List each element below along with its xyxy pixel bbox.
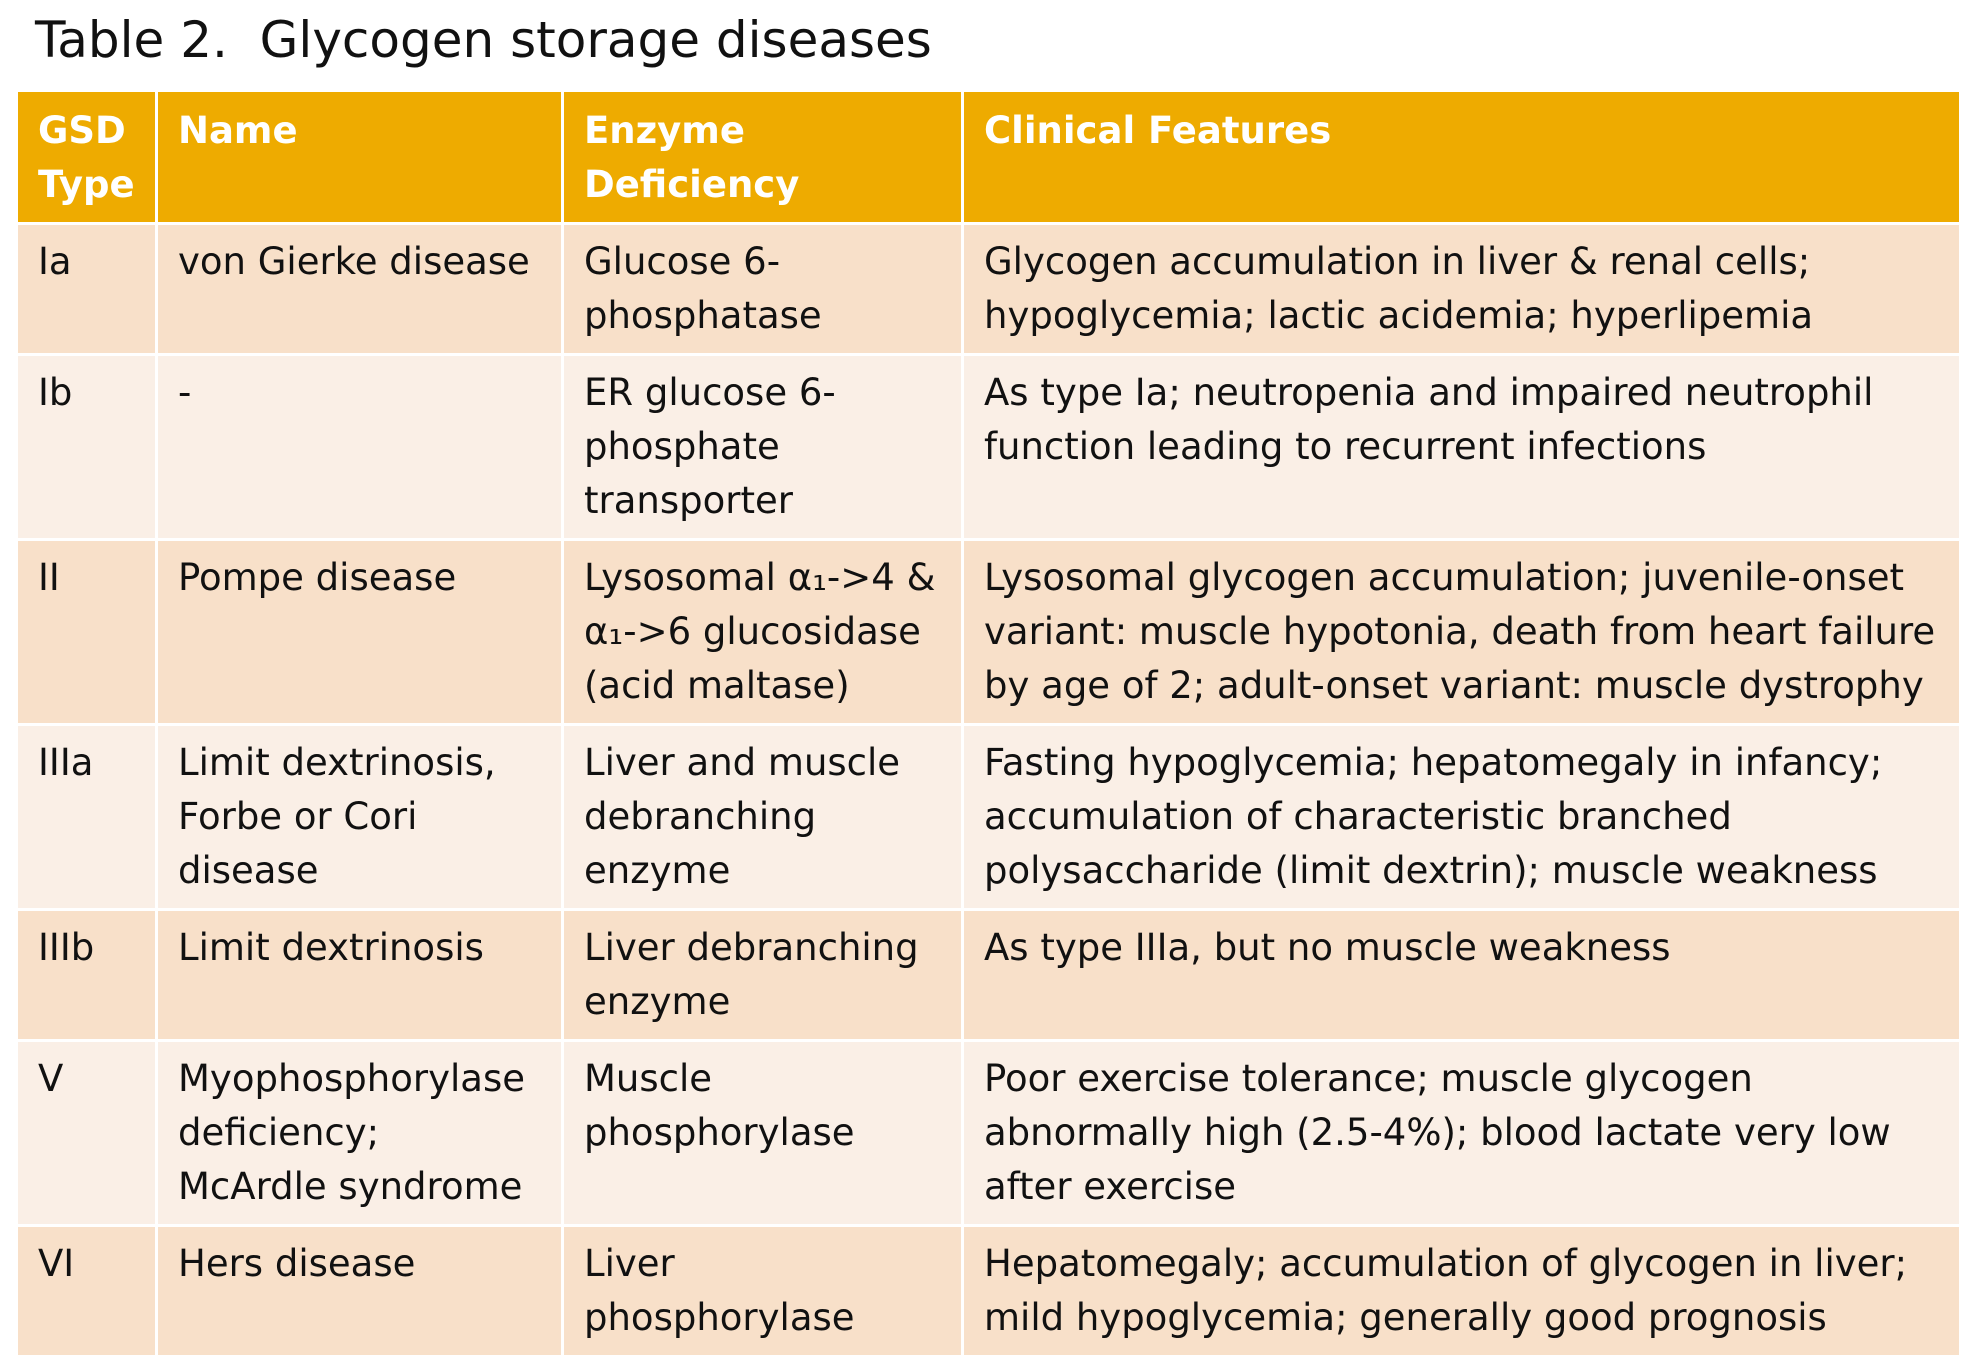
cell-line: Hepatomegaly; accumulation of glycogen i… [984,1242,1908,1285]
header-line: Name [178,109,298,152]
cell-line: phosphate [584,425,780,468]
cell-line: As type Ia; neutropenia and impaired neu… [984,371,1874,414]
cell-line: - [178,371,192,414]
cell-type: IIIa [15,723,158,911]
cell-line: Hers disease [178,1242,416,1285]
cell-line: Limit dextrinosis [178,926,484,969]
cell-line: Ib [38,371,73,414]
cell-line: enzyme [584,980,731,1023]
header-name: Name [155,89,564,225]
header-clinical-features: Clinical Features [961,89,1962,225]
cell-line: polysaccharide (limit dextrin); muscle w… [984,849,1878,892]
cell-line: accumulation of characteristic branched [984,795,1732,838]
cell-enzyme: ER glucose 6- phosphate transporter [561,353,964,541]
header-line: Clinical Features [984,109,1332,152]
cell-features: Glycogen accumulation in liver & renal c… [961,222,1962,356]
cell-features: Lysosomal glycogen accumulation; juvenil… [961,538,1962,726]
gsd-table: GSD Type Name Enzyme Deficiency Clinical… [15,89,1962,1358]
cell-line: Lysosomal glycogen accumulation; juvenil… [984,556,1904,599]
header-line: Enzyme [584,109,745,152]
cell-type: Ib [15,353,158,541]
cell-type: Ia [15,222,158,356]
table-row: IIIa Limit dextrinosis, Forbe or Cori di… [15,723,1962,911]
cell-line: variant: muscle hypotonia, death from he… [984,610,1936,653]
cell-type: V [15,1039,158,1227]
cell-line: function leading to recurrent infections [984,425,1707,468]
cell-line: Glycogen accumulation in liver & renal c… [984,240,1811,283]
cell-line: Liver debranching [584,926,919,969]
cell-type: VI [15,1224,158,1358]
page-title: Table 2. Glycogen storage diseases [35,11,932,69]
cell-line: phosphorylase [584,1111,855,1154]
cell-name: Pompe disease [155,538,564,726]
header-gsd-type: GSD Type [15,89,158,225]
cell-name: von Gierke disease [155,222,564,356]
cell-line: Fasting hypoglycemia; hepatomegaly in in… [984,741,1883,784]
cell-line: abnormally high (2.5-4%); blood lactate … [984,1111,1891,1154]
header-line: Type [38,163,135,206]
header-enzyme-deficiency: Enzyme Deficiency [561,89,964,225]
table-row: IIIb Limit dextrinosis Liver debranching… [15,908,1962,1042]
cell-line: Pompe disease [178,556,457,599]
table-row: V Myophosphorylase deficiency; McArdle s… [15,1039,1962,1227]
cell-line: enzyme [584,849,731,892]
cell-line: Lysosomal α₁->4 & [584,556,936,599]
cell-features: Poor exercise tolerance; muscle glycogen… [961,1039,1962,1227]
cell-type: II [15,538,158,726]
cell-enzyme: Glucose 6- phosphatase [561,222,964,356]
cell-type: IIIb [15,908,158,1042]
cell-features: As type Ia; neutropenia and impaired neu… [961,353,1962,541]
cell-line: disease [178,849,319,892]
cell-line: IIIb [38,926,95,969]
table-row: II Pompe disease Lysosomal α₁->4 & α₁->6… [15,538,1962,726]
cell-name: Limit dextrinosis, Forbe or Cori disease [155,723,564,911]
cell-line: V [38,1057,64,1100]
cell-line: von Gierke disease [178,240,530,283]
cell-line: phosphatase [584,294,822,337]
header-line: Deficiency [584,163,800,206]
cell-line: (acid maltase) [584,664,850,707]
cell-line: Limit dextrinosis, [178,741,496,784]
cell-enzyme: Liver and muscle debranching enzyme [561,723,964,911]
cell-line: Liver and muscle [584,741,901,784]
table-header-row: GSD Type Name Enzyme Deficiency Clinical… [15,89,1962,225]
cell-features: Hepatomegaly; accumulation of glycogen i… [961,1224,1962,1358]
cell-name: Myophosphorylase deficiency; McArdle syn… [155,1039,564,1227]
cell-enzyme: Liver phosphorylase [561,1224,964,1358]
cell-line: McArdle syndrome [178,1165,523,1208]
table-row: VI Hers disease Liver phosphorylase Hepa… [15,1224,1962,1358]
cell-line: Ia [38,240,72,283]
cell-line: Liver [584,1242,675,1285]
header-line: GSD [38,109,126,152]
cell-line: by age of 2; adult-onset variant: muscle… [984,664,1924,707]
cell-line: ER glucose 6- [584,371,836,414]
cell-line: Myophosphorylase [178,1057,525,1100]
cell-features: As type IIIa, but no muscle weakness [961,908,1962,1042]
cell-line: Poor exercise tolerance; muscle glycogen [984,1057,1753,1100]
cell-name: Limit dextrinosis [155,908,564,1042]
cell-line: Forbe or Cori [178,795,418,838]
cell-enzyme: Liver debranching enzyme [561,908,964,1042]
cell-enzyme: Muscle phosphorylase [561,1039,964,1227]
cell-line: As type IIIa, but no muscle weakness [984,926,1671,969]
cell-line: mild hypoglycemia; generally good progno… [984,1296,1827,1339]
cell-line: VI [38,1242,75,1285]
cell-line: Glucose 6- [584,240,781,283]
cell-name: - [155,353,564,541]
table-row: Ia von Gierke disease Glucose 6- phospha… [15,222,1962,356]
cell-line: phosphorylase [584,1296,855,1339]
cell-enzyme: Lysosomal α₁->4 & α₁->6 glucosidase (aci… [561,538,964,726]
table-row: Ib - ER glucose 6- phosphate transporter… [15,353,1962,541]
cell-line: Muscle [584,1057,713,1100]
cell-line: debranching [584,795,817,838]
cell-line: IIIa [38,741,94,784]
cell-line: hypoglycemia; lactic acidemia; hyperlipe… [984,294,1814,337]
cell-line: II [38,556,60,599]
cell-name: Hers disease [155,1224,564,1358]
cell-features: Fasting hypoglycemia; hepatomegaly in in… [961,723,1962,911]
cell-line: deficiency; [178,1111,380,1154]
cell-line: α₁->6 glucosidase [584,610,921,653]
cell-line: after exercise [984,1165,1236,1208]
cell-line: transporter [584,479,793,522]
